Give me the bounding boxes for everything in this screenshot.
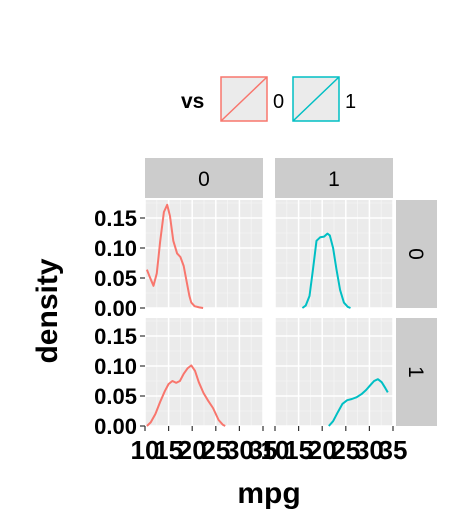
y-tick-label: 0.05 [94, 266, 137, 291]
y-tick-label: 0.00 [94, 296, 137, 321]
y-tick-label: 0.10 [94, 354, 137, 379]
density-curve-r0-c1-vs1 [301, 232, 351, 309]
y-tick-label: 0.15 [94, 206, 137, 231]
x-tick-label: 25 [331, 435, 360, 465]
x-tick-label: 30 [355, 435, 384, 465]
col-strip-label-0: 0 [198, 168, 210, 191]
col-strip-1 [275, 158, 393, 198]
x-tick-label: 15 [284, 435, 313, 465]
legend-key-0-line [220, 76, 268, 122]
density-curve-r1-c0-vs0 [146, 364, 226, 427]
legend-label-1: 1 [345, 91, 356, 113]
y-axes: 0.00 0.05 0.10 0.15 0.00 0.05 0.10 0.15 [94, 206, 145, 439]
x-tick-label: 35 [249, 435, 278, 465]
x-axis-title: mpg [237, 477, 300, 510]
x-tick-label: 15 [154, 435, 183, 465]
y-tick-label: 0.10 [94, 236, 137, 261]
x-tick-label: 20 [308, 435, 337, 465]
col-strip-label-1: 1 [328, 168, 340, 191]
col-strip-0 [145, 158, 263, 198]
row-strip-1 [396, 318, 437, 426]
y-axis-title: density [31, 258, 64, 363]
density-curve-r1-c1-vs1 [328, 378, 389, 427]
y-tick-label: 0.05 [94, 384, 137, 409]
row-strip-label-1: 1 [404, 366, 427, 378]
row-strip-label-0: 0 [404, 248, 427, 260]
y-tick-label: 0.15 [94, 324, 137, 349]
x-tick-label: 10 [261, 435, 290, 465]
density-curve-r0-c0-vs0 [145, 203, 204, 309]
panels [144, 200, 394, 427]
row-strip-0 [396, 200, 437, 308]
x-tick-label: 20 [178, 435, 207, 465]
legend: vs 0 1 [181, 76, 356, 122]
legend-label-0: 0 [273, 91, 284, 113]
x-tick-label: 10 [131, 435, 160, 465]
x-tick-label: 35 [379, 435, 408, 465]
x-tick-label: 25 [201, 435, 230, 465]
legend-key-1-line [292, 76, 340, 122]
x-tick-label: 30 [225, 435, 254, 465]
legend-title: vs [181, 90, 204, 113]
y-tick-label: 0.00 [94, 414, 137, 439]
